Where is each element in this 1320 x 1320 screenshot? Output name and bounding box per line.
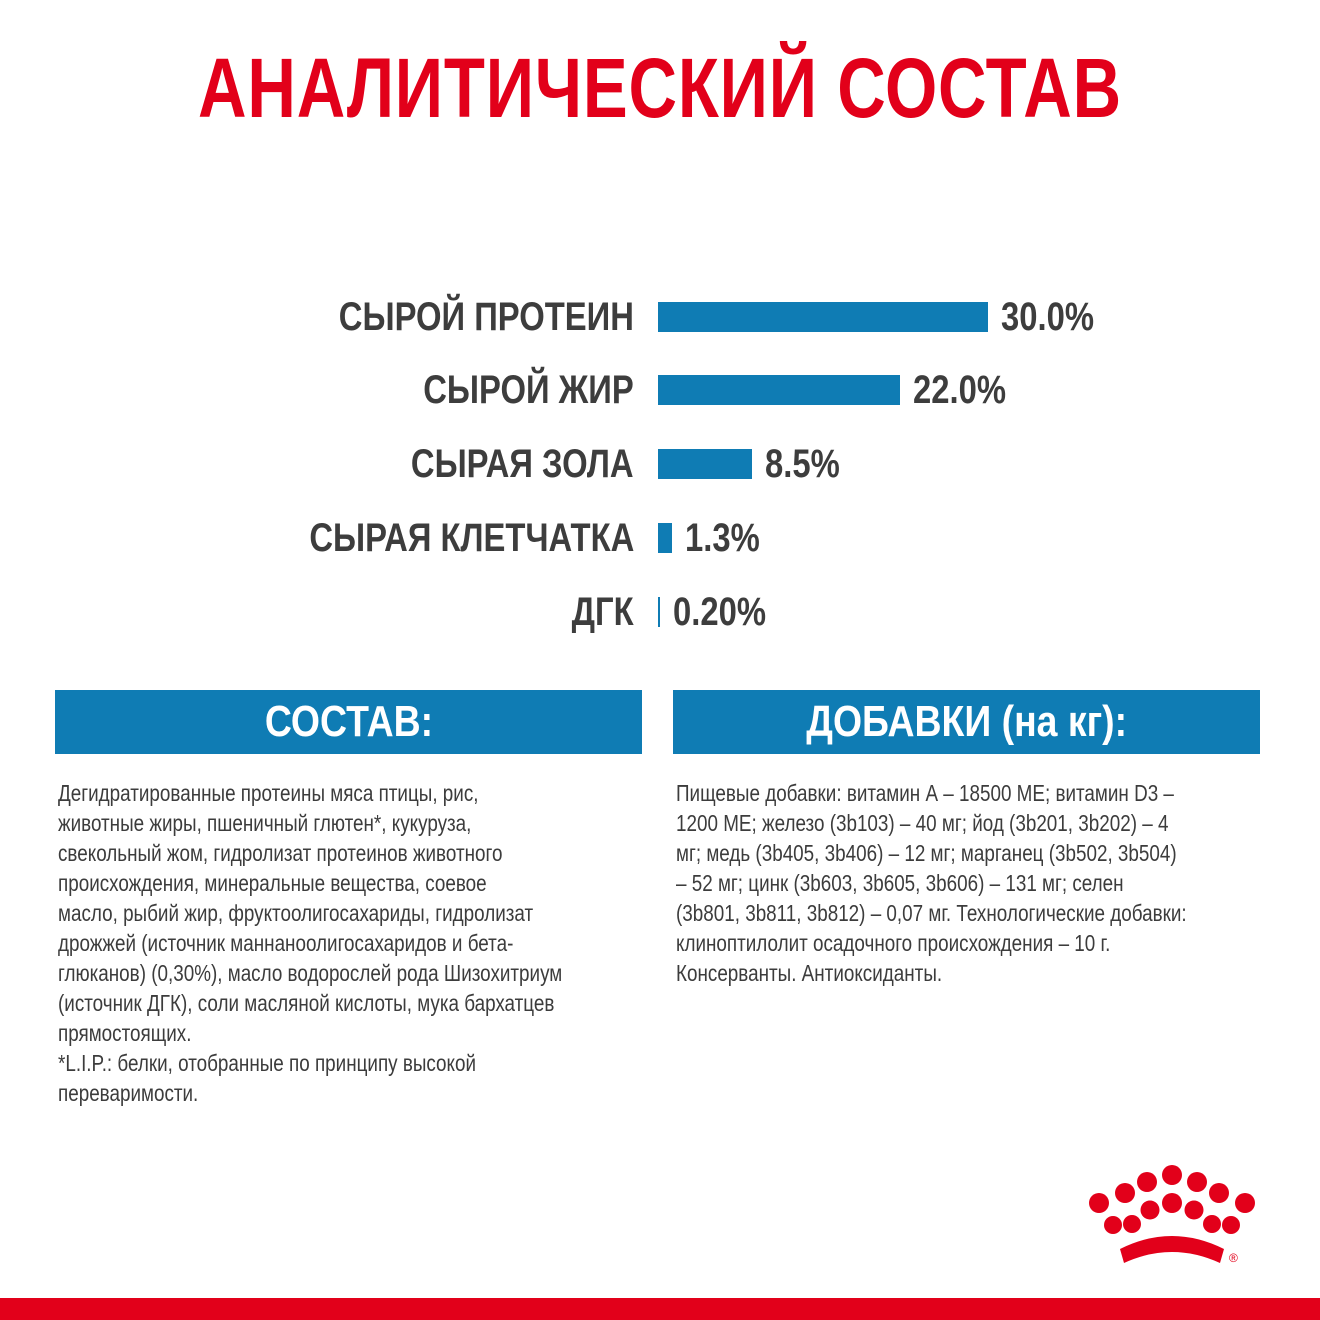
crown-icon: ®: [1089, 1165, 1255, 1265]
chart-value-label: 1.3%: [685, 516, 761, 560]
chart-row: СЫРАЯ ЗОЛА 8.5%: [0, 444, 1320, 484]
additives-line: мг; медь (3b405, 3b406) – 12 мг; маргане…: [676, 840, 1177, 866]
chart-bar: [658, 523, 673, 553]
chart-bar: [658, 597, 661, 627]
composition-line: Дегидратированные протеины мяса птицы, р…: [58, 780, 479, 806]
composition-line: животные жиры, пшеничный глютен*, кукуру…: [58, 810, 472, 836]
chart-bar: [658, 302, 988, 332]
chart-category-label: СЫРАЯ КЛЕТЧАТКА: [309, 516, 634, 560]
additives-line: 1200 МЕ; железо (3b103) – 40 мг; йод (3b…: [676, 810, 1169, 836]
chart-category-label: СЫРАЯ ЗОЛА: [411, 442, 634, 486]
chart-value-label: 30.0%: [1001, 295, 1095, 339]
additives-line: Консерванты. Антиоксиданты.: [676, 960, 943, 986]
chart-row: СЫРАЯ КЛЕТЧАТКА 1.3%: [0, 518, 1320, 558]
nutrient-bar-chart: СЫРОЙ ПРОТЕИН 30.0% СЫРОЙ ЖИР 22.0% СЫРАЯ ЗО…: [0, 297, 1320, 632]
chart-row: СЫРОЙ ЖИР 22.0%: [0, 370, 1320, 410]
chart-bar: [658, 375, 900, 405]
additives-line: Пищевые добавки: витамин А – 18500 МЕ; в…: [676, 780, 1174, 806]
composition-line: дрожжей (источник маннаноолигосахаридов …: [58, 930, 514, 956]
composition-line: прямостоящих.: [58, 1020, 192, 1046]
chart-category-label: СЫРОЙ ЖИР: [423, 368, 634, 412]
additives-text: Пищевые добавки: витамин А – 18500 МЕ; в…: [676, 778, 1256, 988]
additives-header-label: ДОБАВКИ (на кг):: [806, 697, 1127, 746]
chart-value-label: 0.20%: [673, 590, 767, 634]
chart-bar: [658, 449, 752, 479]
composition-line: (источник ДГК), соли масляной кислоты, м…: [58, 990, 555, 1016]
chart-row: СЫРОЙ ПРОТЕИН 30.0%: [0, 297, 1320, 337]
additives-line: клиноптилолит осадочного происхождения –…: [676, 930, 1111, 956]
additives-line: (3b801, 3b811, 3b812) – 0,07 мг. Техноло…: [676, 900, 1187, 926]
composition-header-label: СОСТАВ:: [264, 697, 433, 746]
composition-line: *L.I.P.: белки, отобранные по принципу в…: [58, 1050, 477, 1076]
bottom-brand-bar: [0, 1298, 1320, 1320]
composition-line: глюканов) (0,30%), масло водорослей рода…: [58, 960, 563, 986]
composition-line: происхождения, минеральные вещества, сое…: [58, 870, 487, 896]
composition-line: масло, рыбий жир, фруктоолигосахариды, г…: [58, 900, 534, 926]
registered-mark: ®: [1229, 1251, 1238, 1265]
chart-category-label: ДГК: [572, 590, 634, 634]
chart-value-label: 22.0%: [913, 368, 1007, 412]
composition-text: Дегидратированные протеины мяса птицы, р…: [58, 778, 638, 1108]
composition-header: СОСТАВ:: [55, 690, 642, 754]
chart-value-label: 8.5%: [764, 442, 840, 486]
additives-line: – 52 мг; цинк (3b603, 3b605, 3b606) – 13…: [676, 870, 1124, 896]
chart-category-label: СЫРОЙ ПРОТЕИН: [338, 295, 634, 339]
composition-line: свекольный жом, гидролизат протеинов жив…: [58, 840, 503, 866]
additives-header: ДОБАВКИ (на кг):: [673, 690, 1260, 754]
chart-row: ДГК 0.20%: [0, 592, 1320, 632]
page-title: АНАЛИТИЧЕСКИЙ СОСТАВ: [198, 41, 1122, 135]
composition-line: переваримости.: [58, 1080, 199, 1106]
